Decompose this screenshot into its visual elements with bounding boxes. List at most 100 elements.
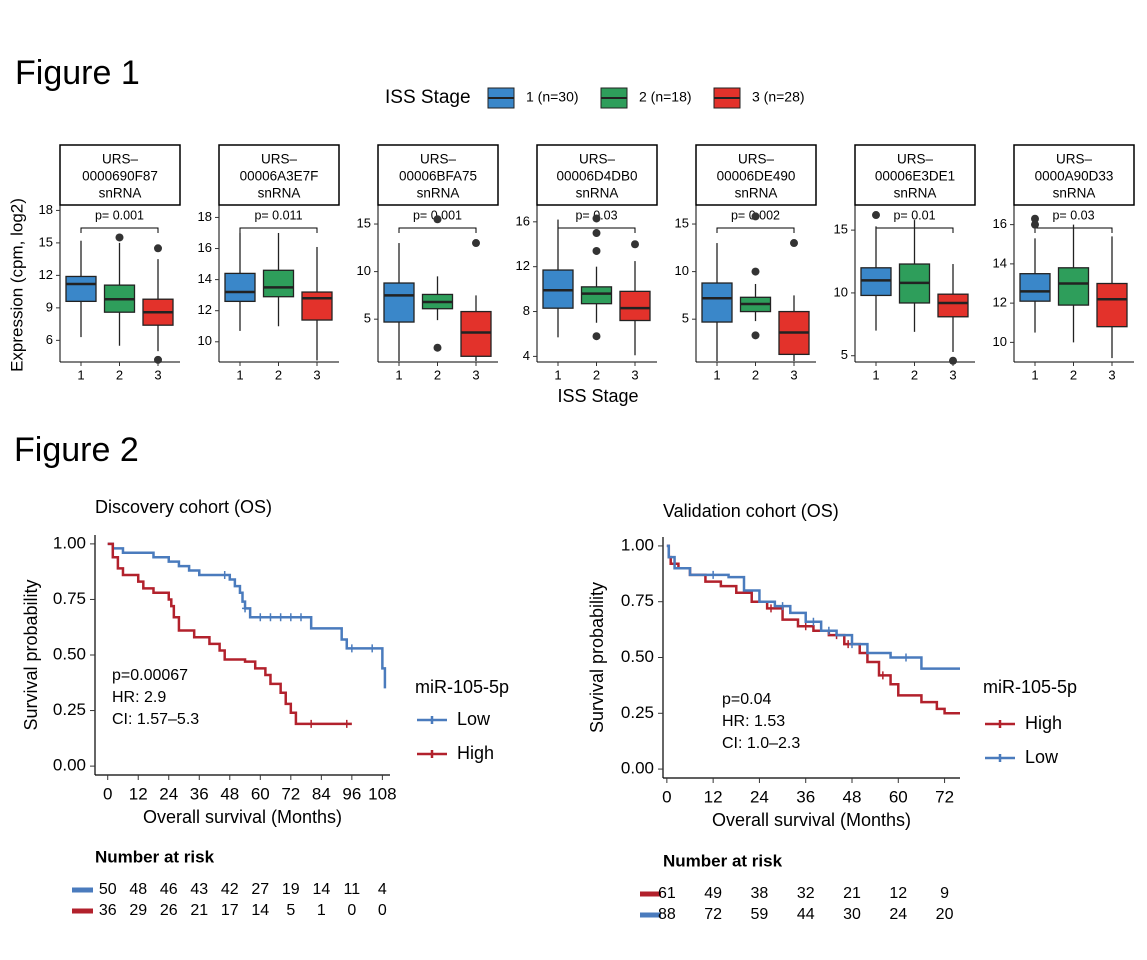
y-tick-label: 14 (198, 271, 212, 286)
legend-label: 2 (n=18) (639, 89, 692, 105)
p-bracket (716, 227, 795, 233)
strip-label: snRNA (258, 186, 301, 201)
x-tick-label: 12 (704, 787, 723, 806)
y-tick-label: 0.25 (53, 700, 86, 719)
x-tick-label: 108 (368, 784, 396, 803)
legend-title: miR-105-5p (415, 677, 509, 697)
strip-label: snRNA (735, 186, 778, 201)
legend-key (985, 720, 1015, 728)
legend-title: ISS Stage (385, 87, 471, 108)
risk-count: 44 (797, 906, 815, 923)
censor-mark (308, 719, 315, 728)
y-tick-label: 8 (523, 303, 530, 318)
risk-count: 61 (658, 885, 676, 902)
strip-label: 00006A3E7F (240, 169, 319, 184)
x-axis-label: Overall survival (Months) (712, 810, 911, 830)
x-tick-label: 1 (872, 367, 879, 382)
survival-curve (107, 542, 387, 689)
legend-label: High (1025, 713, 1062, 733)
risk-count: 29 (129, 902, 147, 919)
x-tick-label: 1 (1031, 367, 1038, 382)
risk-count: 38 (751, 885, 769, 902)
p-bracket (239, 227, 318, 233)
x-tick-label: 3 (313, 367, 320, 382)
y-tick-label: 5 (841, 347, 848, 362)
y-tick-label: 10 (357, 263, 371, 278)
x-tick-label: 24 (159, 784, 178, 803)
y-tick-label: 18 (198, 209, 212, 224)
x-tick-label: 36 (190, 784, 209, 803)
strip-label: 00006E3DE1 (875, 169, 955, 184)
x-tick-label: 48 (843, 787, 862, 806)
legend-key (985, 754, 1015, 762)
x-tick-label: 24 (750, 787, 769, 806)
legend-label: Low (1025, 747, 1059, 767)
risk-count: 21 (843, 885, 861, 902)
x-tick-label: 2 (1070, 367, 1077, 382)
p-label: p= 0.01 (893, 208, 935, 222)
y-tick-label: 5 (364, 311, 371, 326)
x-tick-label: 60 (889, 787, 908, 806)
y-tick-label: 10 (198, 333, 212, 348)
x-tick-label: 0 (662, 787, 671, 806)
x-tick-label: 3 (631, 367, 638, 382)
censor-mark (277, 613, 284, 622)
x-tick-label: 1 (713, 367, 720, 382)
p-label: p= 0.001 (95, 208, 144, 222)
risk-count: 4 (378, 881, 387, 898)
risk-count: 27 (251, 881, 269, 898)
box (460, 310, 492, 357)
y-tick-label: 1.00 (621, 535, 654, 554)
censor-mark (242, 604, 249, 613)
outlier (433, 215, 442, 224)
outlier (592, 229, 601, 238)
risk-count: 21 (190, 902, 208, 919)
box (301, 291, 333, 321)
p-bracket (398, 227, 477, 233)
strip-label: URS– (102, 152, 139, 167)
y-tick-label: 1.00 (53, 533, 86, 552)
censor-mark (287, 613, 294, 622)
y-tick-label: 15 (834, 222, 848, 237)
strip-label: 0000A90D33 (1035, 169, 1114, 184)
survival-curve (666, 544, 960, 715)
censor-mark (768, 604, 774, 613)
legend-label: 1 (n=30) (526, 89, 579, 105)
strip (218, 144, 340, 206)
y-tick-label: 15 (675, 215, 689, 230)
p-label: p= 0.03 (1052, 208, 1094, 222)
y-tick-label: 12 (993, 295, 1007, 310)
p-label: p= 0.011 (254, 208, 302, 222)
outlier (1031, 220, 1039, 229)
risk-count: 11 (344, 881, 361, 898)
strip (377, 144, 499, 206)
risk-count: 17 (221, 902, 239, 919)
box (262, 269, 295, 298)
annotation: p=0.00067 (112, 667, 188, 684)
x-axis-label: ISS Stage (557, 386, 638, 406)
risk-count: 43 (190, 881, 208, 898)
risk-count: 0 (378, 902, 387, 919)
y-tick-label: 10 (834, 284, 848, 299)
censor-mark (257, 613, 264, 622)
y-tick-label: 10 (675, 263, 689, 278)
legend-key (417, 750, 447, 758)
risk-count: 50 (99, 881, 117, 898)
box (619, 290, 651, 322)
outlier (472, 239, 480, 248)
x-tick-label: 3 (154, 367, 161, 382)
outlier (592, 214, 601, 223)
strip-label: URS– (579, 152, 616, 167)
y-tick-label: 12 (39, 267, 53, 282)
censor-mark (903, 653, 909, 662)
risk-count: 24 (889, 906, 907, 923)
x-tick-label: 48 (220, 784, 239, 803)
y-tick-label: 4 (523, 348, 530, 363)
x-tick-label: 3 (790, 367, 797, 382)
censor-mark (802, 622, 809, 631)
risk-count: 42 (221, 881, 239, 898)
x-tick-label: 0 (103, 784, 112, 803)
censor-mark (221, 571, 228, 579)
y-tick-label: 0.00 (621, 759, 654, 778)
censor-mark (849, 640, 855, 649)
